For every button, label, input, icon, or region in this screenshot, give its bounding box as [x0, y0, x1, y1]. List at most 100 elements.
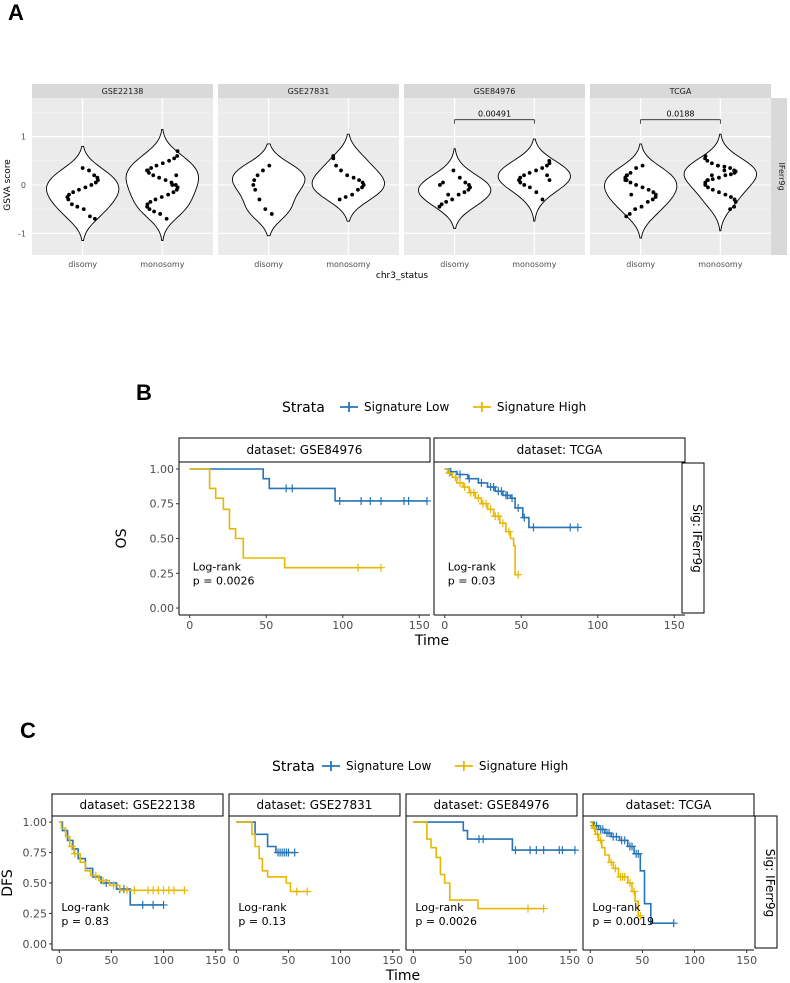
- data-point: [733, 199, 738, 204]
- data-point: [175, 154, 180, 158]
- data-point: [166, 192, 171, 197]
- data-point: [625, 173, 630, 178]
- censor-mark-high: [474, 494, 483, 503]
- censor-mark-low: [503, 491, 512, 500]
- censor-mark-high: [590, 824, 599, 833]
- censor-mark-low: [366, 496, 375, 505]
- x-tick-label: monosomy: [140, 260, 185, 269]
- x-tick-label: disomy: [254, 260, 283, 269]
- censor-mark-low: [598, 825, 607, 834]
- row-strip-label: IFerr9g: [777, 162, 786, 190]
- censor-mark-low: [377, 496, 386, 505]
- data-point: [255, 173, 260, 178]
- data-point: [703, 183, 708, 187]
- data-point: [157, 175, 162, 180]
- data-point: [650, 197, 655, 202]
- y-axis-title: GSVA score: [3, 159, 13, 211]
- x-tick-label: 150: [382, 954, 403, 967]
- facet-strip-label: GSE27831: [288, 87, 330, 96]
- censor-mark-high: [109, 881, 118, 890]
- censor-mark-low: [558, 846, 567, 855]
- x-tick-label: 0: [410, 954, 417, 967]
- data-point: [147, 207, 152, 212]
- censor-mark-low: [465, 474, 474, 483]
- data-point: [267, 163, 272, 168]
- facet-strip: [228, 793, 401, 817]
- censor-mark-low: [508, 494, 517, 503]
- data-point: [174, 173, 179, 178]
- x-axis-title: Time: [385, 968, 420, 983]
- censor-mark-high: [354, 563, 363, 572]
- data-point: [158, 212, 163, 216]
- data-point: [261, 168, 265, 173]
- data-point: [350, 192, 355, 197]
- data-point: [334, 163, 338, 168]
- log-rank-pvalue: p = 0.0019: [592, 915, 654, 928]
- data-point: [466, 187, 471, 192]
- censor-mark-low: [520, 513, 529, 522]
- data-point: [710, 177, 715, 182]
- data-point: [339, 168, 343, 173]
- data-point: [164, 216, 169, 221]
- data-point: [522, 183, 527, 187]
- data-point: [456, 192, 461, 197]
- censor-mark-low: [288, 484, 297, 493]
- chart-b: Strata Signature Low Signature High dataset…: [114, 400, 705, 649]
- km-curve-high: [189, 468, 381, 569]
- data-point: [723, 173, 728, 178]
- chart-a: GSVA score chr3_status -1 0 1 GSE22138 disomy m…: [3, 84, 787, 281]
- censor-mark-high: [123, 886, 132, 895]
- x-tick-label: 100: [153, 954, 174, 967]
- data-point: [522, 173, 526, 178]
- data-point: [728, 207, 732, 212]
- censor-mark-high: [611, 864, 620, 873]
- km-curve-low: [189, 468, 427, 502]
- data-point: [160, 161, 165, 166]
- data-point: [167, 158, 171, 163]
- data-point: [92, 173, 97, 178]
- data-point: [257, 197, 262, 202]
- x-tick-label: 150: [205, 954, 226, 967]
- x-tick-label: 100: [332, 619, 353, 632]
- data-point: [343, 195, 348, 199]
- violin-disomy: [46, 145, 120, 241]
- data-point: [723, 192, 728, 197]
- row-strip-label: Sig: IFerr9g: [690, 504, 704, 573]
- data-point: [450, 197, 455, 202]
- data-point: [722, 164, 727, 169]
- data-point: [439, 202, 444, 207]
- data-point: [253, 187, 258, 192]
- data-point: [337, 197, 342, 202]
- y-tick-label: 0.50: [150, 533, 175, 546]
- data-point: [634, 183, 638, 187]
- y-tick-label: 0.25: [23, 907, 48, 920]
- data-point: [527, 185, 532, 190]
- data-point: [152, 209, 156, 214]
- censor-mark-high: [67, 842, 76, 851]
- facet-strip: [582, 793, 755, 817]
- legend-title: Strata: [282, 400, 325, 416]
- censor-mark-low: [497, 487, 506, 496]
- y-tick-label: 1: [21, 133, 26, 142]
- data-point: [148, 199, 153, 204]
- violin-monosomy: [311, 133, 385, 222]
- legend-label-high: Signature High: [497, 400, 586, 414]
- data-point: [728, 166, 733, 170]
- data-point: [518, 180, 523, 185]
- censor-mark-high: [180, 886, 189, 895]
- x-tick-label: 100: [587, 619, 608, 632]
- data-point: [360, 185, 364, 190]
- data-point: [446, 192, 451, 197]
- censor-mark-high: [607, 858, 616, 867]
- facet-strip: [404, 84, 585, 98]
- censor-mark-high: [504, 527, 513, 536]
- x-tick-label: 150: [409, 619, 430, 632]
- log-rank-label: Log-rank: [193, 560, 242, 573]
- censor-mark-low: [529, 523, 538, 532]
- data-point: [534, 168, 538, 173]
- x-tick-label: 0: [56, 954, 63, 967]
- log-rank-label: Log-rank: [592, 901, 641, 914]
- data-point: [705, 158, 710, 163]
- data-point: [252, 178, 257, 183]
- censor-mark-high: [625, 879, 634, 887]
